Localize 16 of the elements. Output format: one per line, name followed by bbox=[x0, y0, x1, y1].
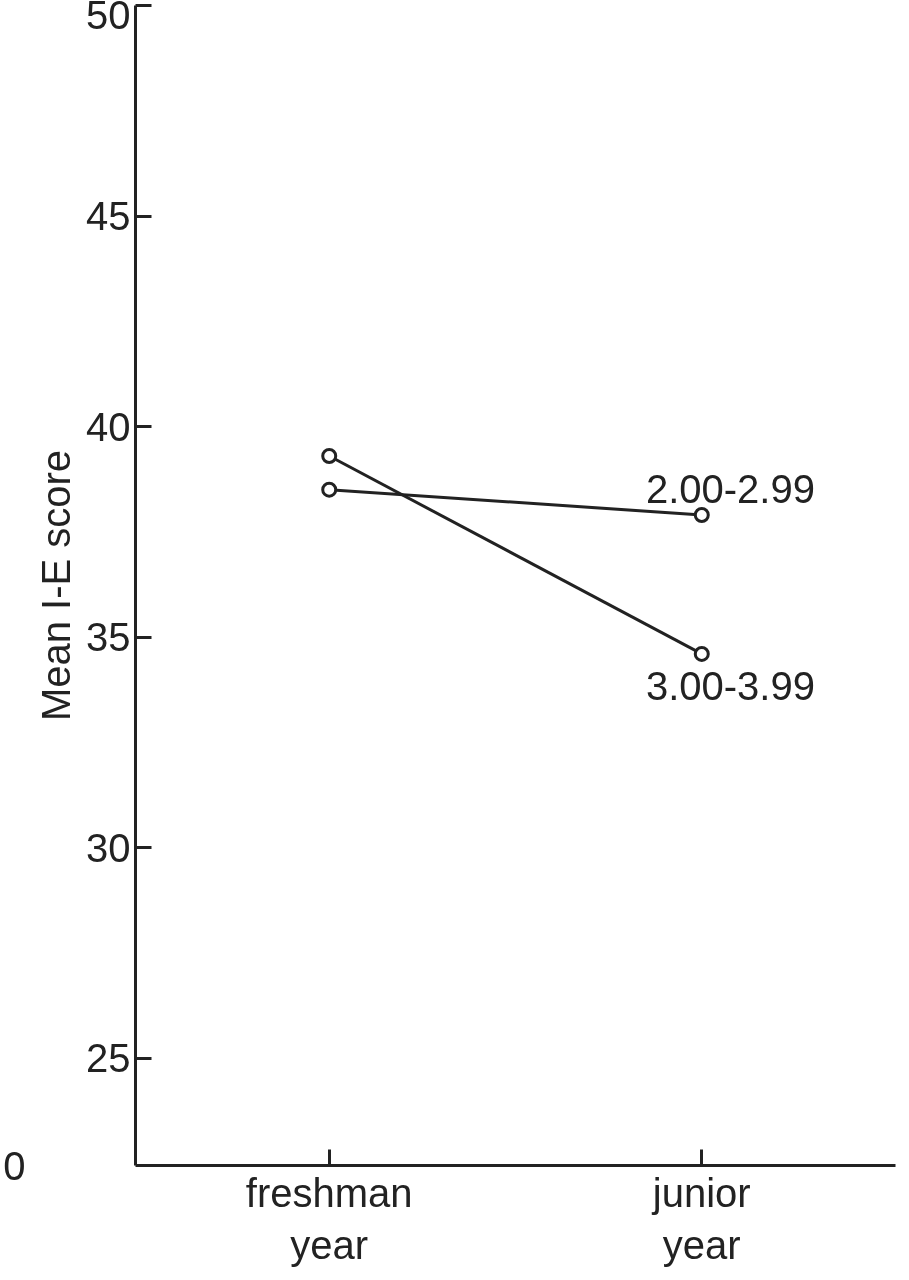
y-tick-label: 40 bbox=[86, 404, 131, 449]
point bbox=[321, 448, 338, 465]
y-tick-label: 35 bbox=[86, 615, 131, 660]
y-tick-label: 50 bbox=[86, 0, 131, 37]
x-tick-label: junior year bbox=[651, 1170, 751, 1268]
text: 0 bbox=[3, 1143, 26, 1188]
x-tick-label: freshman year bbox=[245, 1170, 413, 1268]
y-tick-label: 25 bbox=[86, 1036, 131, 1081]
y-tick-label: 45 bbox=[86, 194, 131, 239]
point bbox=[693, 645, 710, 662]
y-tick-label: 30 bbox=[86, 825, 131, 870]
series-label: 3.00-3.99 bbox=[645, 663, 815, 708]
series-label: 2.00-2.99 bbox=[645, 466, 815, 511]
point bbox=[693, 506, 710, 523]
y-axis-title: Mean I-E score bbox=[34, 449, 79, 722]
point bbox=[321, 481, 338, 498]
